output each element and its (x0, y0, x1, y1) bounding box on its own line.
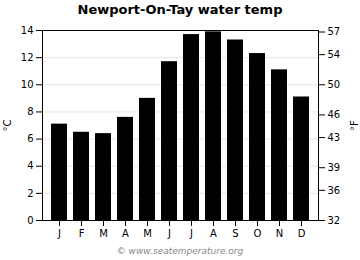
svg-text:12: 12 (21, 52, 34, 63)
svg-text:39: 39 (328, 162, 341, 173)
svg-text:A: A (210, 228, 217, 239)
svg-text:D: D (298, 228, 306, 239)
svg-text:0: 0 (27, 215, 33, 226)
svg-text:M: M (99, 228, 108, 239)
svg-text:10: 10 (21, 79, 34, 90)
svg-text:57: 57 (328, 26, 341, 37)
html-text:Newport-On-Tay water temp: Newport-On-Tay water temp (77, 2, 283, 17)
svg-text:N: N (276, 228, 283, 239)
svg-text:8: 8 (27, 106, 33, 117)
svg-text:J: J (189, 228, 193, 239)
svg-text:54: 54 (328, 49, 341, 60)
svg-text:50: 50 (328, 79, 341, 90)
svg-text:36: 36 (328, 185, 341, 196)
html-text:© www.seatemperature.org: © www.seatemperature.org (116, 246, 244, 256)
svg-text:4: 4 (27, 160, 33, 171)
svg-text:2: 2 (27, 188, 33, 199)
svg-text:46: 46 (328, 109, 341, 120)
svg-text:32: 32 (328, 215, 341, 226)
svg-text:A: A (122, 228, 129, 239)
svg-text:O: O (254, 228, 262, 239)
svg-text:F: F (79, 228, 85, 239)
svg-text:J: J (57, 228, 61, 239)
svg-text:J: J (167, 228, 171, 239)
svg-text:°F: °F (349, 120, 360, 131)
svg-text:M: M (143, 228, 152, 239)
svg-text:6: 6 (27, 133, 33, 144)
svg-text:°C: °C (2, 119, 13, 131)
svg-text:43: 43 (328, 132, 341, 143)
svg-text:14: 14 (21, 25, 34, 36)
svg-text:S: S (232, 228, 238, 239)
